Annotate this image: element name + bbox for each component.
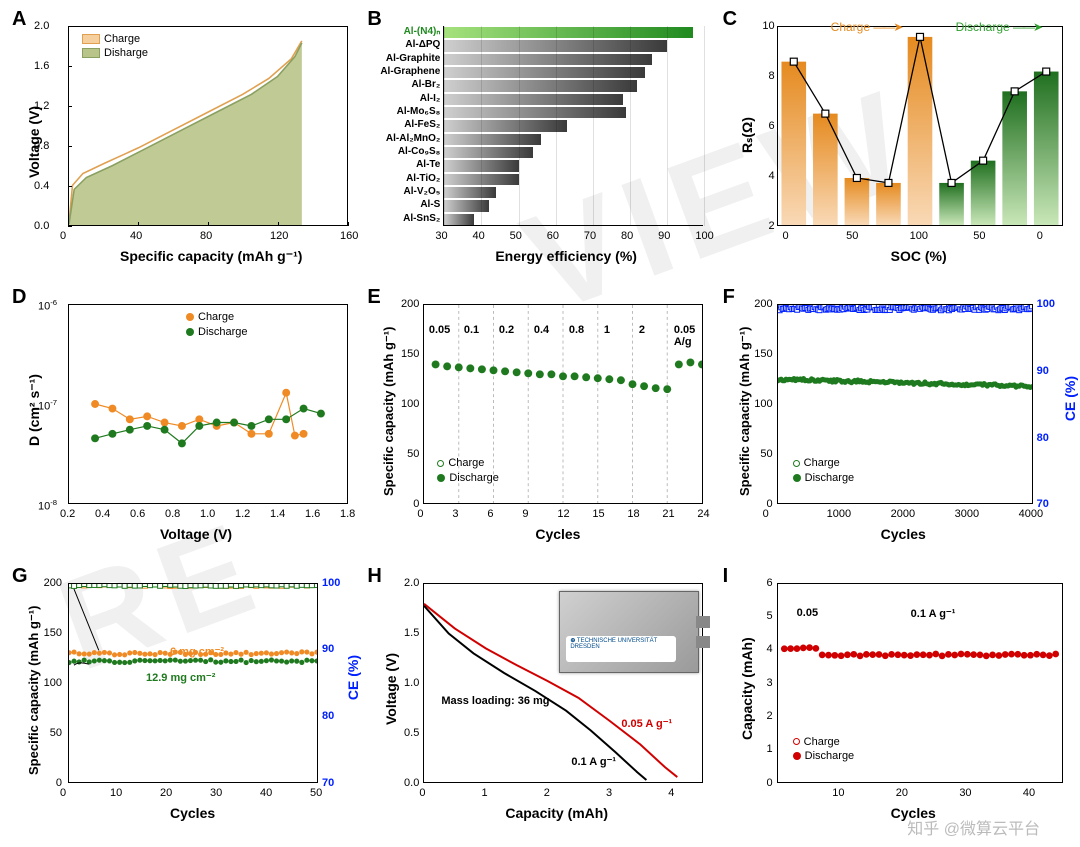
y2label-f: CE (%)	[1062, 376, 1078, 421]
annot-g-6mg: 6 mg cm⁻²	[170, 645, 224, 658]
annot-h-mass: Mass loading: 36 mg	[441, 695, 549, 707]
panel-label-d: D	[12, 286, 26, 309]
legend-a: Charge Disharge	[82, 32, 148, 61]
legend-d: Charge Discharge	[186, 310, 248, 339]
panel-label-f: F	[723, 286, 735, 309]
annot-i-rate2: 0.1 A g⁻¹	[911, 607, 956, 620]
ylabel-e: Specific capacity (mAh g⁻¹)	[381, 327, 397, 496]
xlabel-c: SOC (%)	[891, 248, 947, 264]
xlabel-f: Cycles	[881, 526, 926, 542]
panel-c: C Rₛ(Ω) SOC (%) Charge ——➤ Discharge ——➤…	[721, 8, 1070, 280]
plot-b	[443, 26, 703, 226]
annot-i-rate1: 0.05	[797, 607, 818, 619]
y2label-g: CE (%)	[345, 655, 361, 700]
panel-d: D D (cm² s⁻¹) Voltage (V) Charge Dischar…	[10, 286, 359, 558]
panel-i: I Capacity (mAh) Cycles 0.05 0.1 A g⁻¹ C…	[721, 565, 1070, 837]
annot-g-12mg: 12.9 mg cm⁻²	[146, 671, 215, 684]
panel-e: E Specific capacity (mAh g⁻¹) Cycles Cha…	[365, 286, 714, 558]
panel-g: G Specific capacity (mAh g⁻¹) CE (%) Cyc…	[10, 565, 359, 837]
legend-i: Charge Discharge	[793, 735, 855, 764]
annot-h-rate1: 0.05 A g⁻¹	[621, 717, 672, 730]
annot-discharge-arrow: Discharge ——➤	[956, 20, 1041, 34]
panel-label-h: H	[367, 565, 381, 588]
xlabel-g: Cycles	[170, 805, 215, 821]
legend-e: Charge Discharge	[437, 456, 499, 485]
xlabel-e: Cycles	[535, 526, 580, 542]
panel-a: A Voltage (V) Specific capacity (mAh g⁻¹…	[10, 8, 359, 280]
panel-label-c: C	[723, 8, 737, 31]
annot-h-rate2: 0.1 A g⁻¹	[571, 755, 616, 768]
xlabel-h: Capacity (mAh)	[505, 805, 608, 821]
figure-grid: A Voltage (V) Specific capacity (mAh g⁻¹…	[0, 0, 1080, 847]
ylabel-c: Rₛ(Ω)	[739, 117, 756, 153]
xlabel-a: Specific capacity (mAh g⁻¹)	[120, 248, 302, 265]
xlabel-d: Voltage (V)	[160, 526, 232, 542]
xlabel-b: Energy efficiency (%)	[495, 248, 637, 264]
panel-label-i: I	[723, 565, 729, 588]
inset-photo: ⊕ TECHNISCHE UNIVERSITÄT DRESDEN	[559, 591, 699, 673]
ylabel-i: Capacity (mAh)	[739, 637, 755, 740]
legend-f: Charge Discharge	[793, 456, 855, 485]
panel-label-e: E	[367, 286, 380, 309]
panel-h: H Voltage (V) Capacity (mAh) Mass loadin…	[365, 565, 714, 837]
panel-b: B Energy efficiency (%) Al-(N4)ₙAl-ΔPQAl…	[365, 8, 714, 280]
footer-watermark: 知乎 @微算云平台	[907, 815, 1040, 839]
panel-f: F Specific capacity (mAh g⁻¹) CE (%) Cyc…	[721, 286, 1070, 558]
panel-label-g: G	[12, 565, 28, 588]
annot-charge-arrow: Charge ——➤	[831, 20, 902, 34]
plot-c	[777, 26, 1063, 226]
